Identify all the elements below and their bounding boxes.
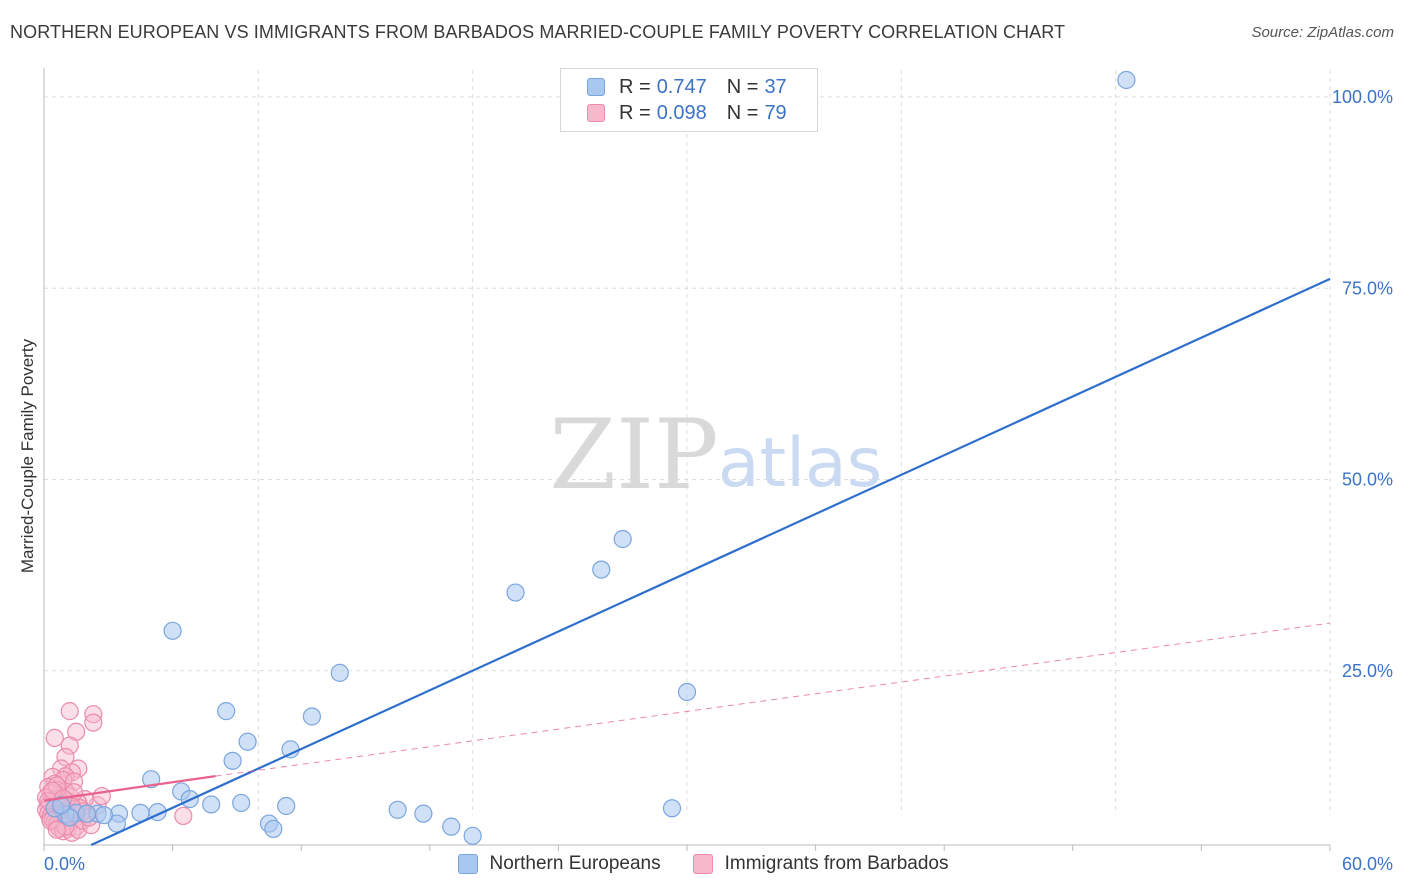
point-barbados (47, 820, 66, 839)
point-northern-european (592, 560, 611, 579)
point-northern-european (281, 740, 300, 759)
point-barbados (45, 728, 64, 748)
y-tick-label: 50.0% (1342, 470, 1393, 490)
legend-swatch-blue (587, 78, 605, 96)
trend-line-northern-europeans (90, 277, 1331, 847)
point-northern-european (277, 796, 296, 816)
trend-line-barbados (43, 775, 216, 802)
point-northern-european (94, 806, 114, 825)
n-label: N = (726, 75, 759, 98)
legend-swatch-pink (692, 854, 713, 874)
point-northern-european (238, 732, 257, 751)
point-northern-european (662, 799, 682, 818)
legend-swatch-pink (587, 104, 605, 122)
r-label: R = (619, 101, 651, 124)
stats-legend: R = 0.747 N = 37 R = 0.098 N = 79 (560, 68, 818, 132)
point-northern-european (388, 800, 407, 819)
r-value: 0.747 (656, 75, 707, 98)
r-value: 0.098 (656, 101, 707, 124)
point-northern-european (264, 819, 283, 839)
source-label: Source: ZipAtlas.com (1251, 24, 1394, 41)
trend-lines (43, 277, 1331, 847)
legend-item-barbados[interactable]: Immigrants from Barbados (692, 853, 949, 875)
northern-european-points (45, 70, 1136, 845)
point-northern-european (52, 796, 71, 815)
n-value: 79 (764, 101, 787, 124)
point-northern-european (442, 817, 461, 836)
point-northern-european (330, 663, 349, 682)
x-tick-label: 60.0% (1342, 854, 1393, 874)
point-northern-european (613, 529, 632, 549)
legend-row-barbados: R = 0.098 N = 79 (587, 100, 787, 126)
legend-label: Northern Europeans (489, 853, 661, 874)
point-barbados (60, 702, 79, 721)
point-northern-european (163, 621, 182, 640)
legend-item-northern-europeans[interactable]: Northern Europeans (457, 853, 661, 875)
y-tick-label: 100.0% (1332, 87, 1393, 107)
y-tick-label: 75.0% (1342, 278, 1393, 298)
tick-labels: 25.0% 50.0% 75.0% 100.0% 0.0% 60.0% (44, 87, 1393, 874)
point-northern-european (506, 583, 525, 602)
point-northern-european (232, 793, 251, 813)
point-northern-european (414, 804, 433, 823)
point-northern-european (302, 707, 322, 726)
chart-title: NORTHERN EUROPEAN VS IMMIGRANTS FROM BAR… (10, 22, 1066, 42)
point-barbados (60, 736, 79, 755)
watermark-zip: ZIP (549, 399, 718, 511)
point-northern-european (142, 770, 161, 789)
point-barbados (92, 786, 111, 806)
point-northern-european (217, 702, 236, 721)
point-northern-european (77, 804, 96, 823)
x-tick-label: 0.0% (44, 854, 85, 874)
point-northern-european (223, 751, 242, 770)
point-northern-european (463, 826, 482, 845)
point-northern-european (1117, 70, 1136, 90)
y-tick-label: 25.0% (1342, 661, 1393, 681)
legend-label: Immigrants from Barbados (724, 853, 949, 874)
watermark-atlas: atlas (718, 424, 882, 503)
series-legend: Northern Europeans Immigrants from Barba… (0, 850, 1406, 878)
point-northern-european (677, 682, 697, 702)
axes (43, 68, 1331, 851)
legend-swatch-blue (457, 854, 478, 874)
point-barbados (56, 747, 75, 767)
point-barbados (84, 713, 103, 732)
trend-line-barbados-extension (215, 622, 1331, 777)
legend-row-northern-europeans: R = 0.747 N = 37 (587, 74, 787, 100)
y-axis-label: Married-Couple Family Poverty (18, 338, 37, 574)
n-label: N = (726, 101, 759, 124)
watermark: ZIP atlas (549, 399, 882, 511)
r-label: R = (619, 75, 651, 98)
n-value: 37 (764, 75, 787, 98)
point-northern-european (202, 795, 221, 814)
point-barbados (174, 806, 193, 826)
